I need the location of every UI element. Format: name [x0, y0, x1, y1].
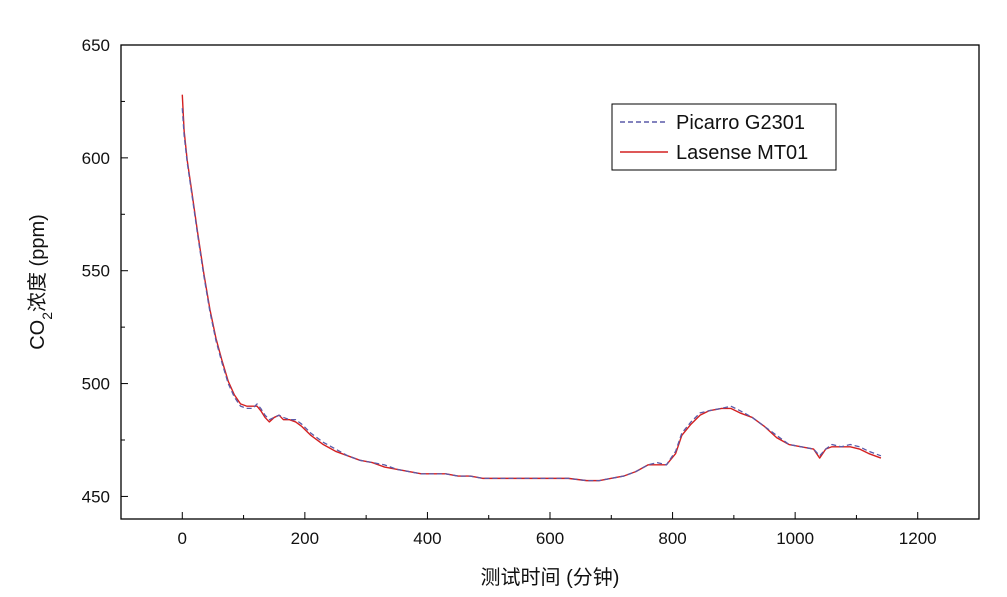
x-tick-label: 600 [536, 529, 564, 548]
series-line-picarro [181, 108, 882, 482]
x-tick-label: 400 [413, 529, 441, 548]
x-tick-label: 200 [291, 529, 319, 548]
y-tick-label: 600 [82, 149, 110, 168]
y-axis-title: CO2浓度 (ppm) [26, 214, 55, 350]
legend: Picarro G2301 Lasense MT01 [611, 103, 837, 171]
plot-layer [181, 94, 882, 482]
y-tick-label: 450 [82, 487, 110, 506]
y-tick-label: 550 [82, 262, 110, 281]
plot-frame [120, 44, 980, 520]
x-tick-label: 800 [658, 529, 686, 548]
legend-box [611, 103, 837, 171]
x-axis-title: 测试时间 (分钟) [481, 566, 620, 589]
y-axis-title-subscript: 2 [39, 312, 55, 320]
legend-label-lasense: Lasense MT01 [676, 142, 808, 164]
x-tick-label: 1000 [776, 529, 814, 548]
y-tick-label: 500 [82, 375, 110, 394]
x-tick-label: 1200 [899, 529, 937, 548]
x-tick-label: 0 [178, 529, 187, 548]
axis-layer: 0 200 400 600 800 1000 1200 450 500 550 600 650 [82, 36, 980, 548]
y-axis-title-prefix: CO [27, 320, 49, 350]
y-tick-label: 650 [82, 36, 110, 55]
legend-label-picarro: Picarro G2301 [676, 112, 805, 134]
y-axis-title-suffix: 浓度 (ppm) [26, 214, 49, 312]
